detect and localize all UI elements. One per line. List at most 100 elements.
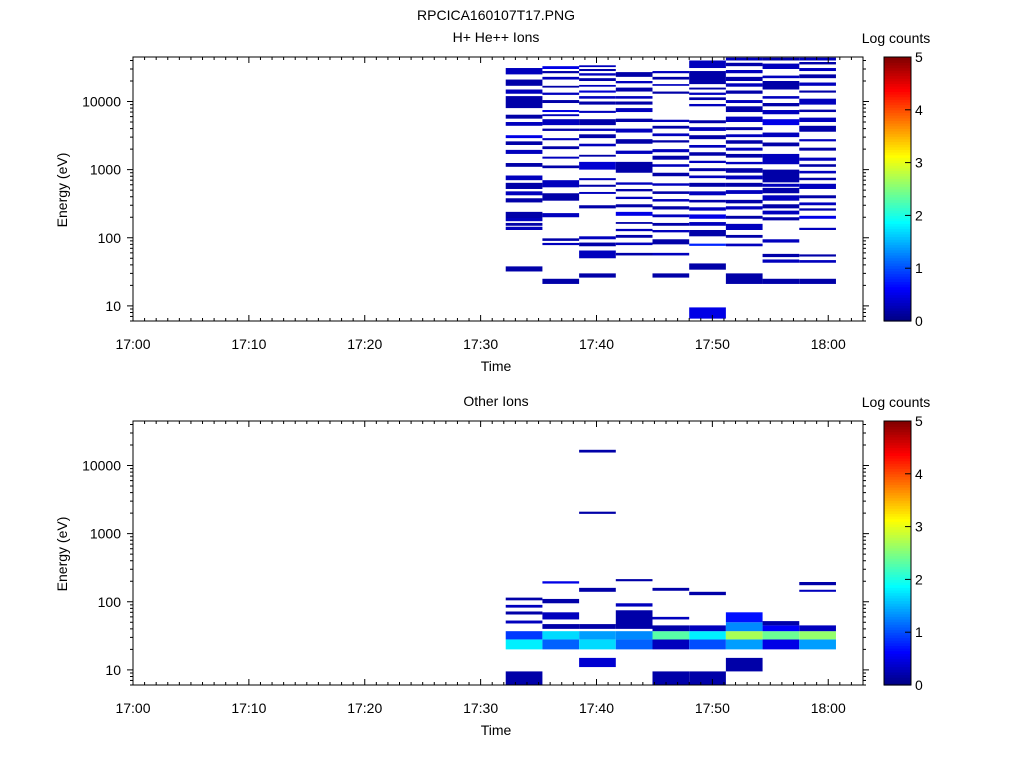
colorbar-segment bbox=[884, 318, 911, 322]
colorbar-segment bbox=[884, 434, 911, 438]
heatmap-cell bbox=[689, 175, 726, 179]
x-tick-label: 17:00 bbox=[115, 700, 150, 716]
heatmap-cell bbox=[689, 71, 726, 85]
colorbar-segment bbox=[884, 582, 911, 586]
colorbar-segment bbox=[884, 262, 911, 267]
chart-panel-h-he-ions: H+ He++ Ions Time Energy (eV) Log counts… bbox=[54, 29, 930, 374]
colorbar-segment bbox=[884, 99, 911, 103]
heatmap-cell bbox=[542, 238, 580, 241]
heatmap-cell bbox=[799, 581, 836, 586]
colorbar-segment bbox=[884, 600, 911, 604]
heatmap-cell bbox=[689, 168, 726, 172]
colorbar-segment bbox=[884, 225, 911, 230]
colorbar-segment bbox=[884, 189, 911, 193]
colorbar-segment bbox=[884, 207, 911, 211]
colorbar-segment bbox=[884, 276, 911, 280]
colorbar-segment bbox=[884, 605, 911, 610]
heatmap-cell bbox=[725, 106, 763, 113]
heatmap-cell bbox=[652, 587, 690, 591]
heatmap-cell bbox=[799, 74, 836, 79]
heatmap-cell bbox=[542, 598, 580, 604]
heatmap-cell bbox=[579, 134, 616, 139]
heatmap-cell bbox=[762, 63, 800, 69]
colorbar-segment bbox=[884, 436, 911, 441]
colorbar-segment bbox=[884, 632, 911, 636]
colorbar-segment bbox=[884, 255, 911, 259]
heatmap-cell bbox=[725, 657, 763, 672]
heatmap-cell bbox=[725, 83, 763, 87]
colorbar-segment bbox=[884, 80, 911, 84]
heatmap-cell bbox=[652, 631, 690, 640]
colorbar-segment bbox=[884, 260, 911, 264]
colorbar-segment bbox=[884, 112, 911, 116]
heatmap-cells bbox=[505, 57, 836, 319]
colorbar-segment bbox=[884, 289, 911, 293]
colorbar-segment bbox=[884, 220, 911, 224]
colorbar-segment bbox=[884, 191, 911, 195]
heatmap-cell bbox=[652, 149, 690, 153]
colorbar-segment bbox=[884, 86, 911, 90]
heatmap-cell bbox=[762, 169, 800, 183]
colorbar-segment bbox=[884, 194, 911, 198]
heatmap-cell bbox=[799, 195, 836, 199]
colorbar-segment bbox=[884, 88, 911, 92]
colorbar-segment bbox=[884, 186, 911, 190]
heatmap-cell bbox=[652, 639, 690, 650]
colorbar-segment bbox=[884, 196, 911, 201]
heatmap-cell bbox=[542, 92, 580, 95]
heatmap-cell bbox=[579, 191, 616, 194]
heatmap-cell bbox=[689, 199, 726, 203]
colorbar-segment bbox=[884, 624, 911, 628]
colorbar-segment bbox=[884, 526, 911, 530]
heatmap-cell bbox=[725, 622, 763, 632]
heatmap-cell bbox=[505, 266, 543, 272]
heatmap-cell bbox=[505, 141, 543, 145]
colorbar-segment bbox=[884, 204, 911, 209]
colorbar-segment bbox=[884, 421, 911, 425]
heatmap-cell bbox=[652, 133, 690, 137]
heatmap-cell bbox=[579, 184, 616, 187]
heatmap-cell bbox=[689, 639, 726, 650]
colorbar-segment bbox=[884, 281, 911, 285]
colorbar-segment bbox=[884, 138, 911, 143]
heatmap-cell bbox=[799, 278, 836, 284]
colorbar-segment bbox=[884, 310, 911, 314]
heatmap-cell bbox=[799, 90, 836, 93]
heatmap-cell bbox=[762, 239, 800, 243]
colorbar-segment bbox=[884, 669, 911, 673]
heatmap-cell bbox=[505, 217, 543, 222]
y-tick-label: 10000 bbox=[82, 458, 121, 474]
heatmap-cell bbox=[579, 101, 616, 105]
heatmap-cell bbox=[725, 243, 763, 247]
colorbar-segment bbox=[884, 152, 911, 156]
x-tick-label: 17:10 bbox=[231, 336, 266, 352]
colorbar-segment bbox=[884, 93, 911, 98]
colorbar-segment bbox=[884, 537, 911, 541]
colorbar-segment bbox=[884, 476, 911, 480]
colorbar-segment bbox=[884, 502, 911, 507]
heatmap-cell bbox=[652, 239, 690, 245]
colorbar-segment bbox=[884, 149, 911, 153]
heatmap-cell bbox=[799, 147, 836, 151]
heatmap-cell bbox=[725, 62, 763, 67]
heatmap-cell bbox=[615, 139, 653, 144]
heatmap-cell bbox=[615, 161, 653, 173]
heatmap-cell bbox=[689, 263, 726, 270]
heatmap-cell bbox=[615, 228, 653, 232]
heatmap-cell bbox=[762, 625, 800, 632]
heatmap-cell bbox=[652, 671, 690, 685]
heatmap-cell bbox=[542, 71, 580, 74]
heatmap-cell bbox=[652, 199, 690, 202]
colorbar-segment bbox=[884, 568, 911, 573]
colorbar-segment bbox=[884, 534, 911, 538]
heatmap-cell bbox=[652, 273, 690, 278]
colorbar-segment bbox=[884, 560, 911, 565]
colorbar-segment bbox=[884, 645, 911, 649]
colorbar-segment bbox=[884, 603, 911, 607]
heatmap-cell bbox=[505, 122, 543, 126]
heatmap-cell bbox=[542, 639, 580, 650]
heatmap-cell bbox=[799, 170, 836, 174]
heatmap-cell bbox=[615, 118, 653, 123]
colorbar-segment bbox=[884, 510, 911, 514]
heatmap-cell bbox=[505, 226, 543, 230]
